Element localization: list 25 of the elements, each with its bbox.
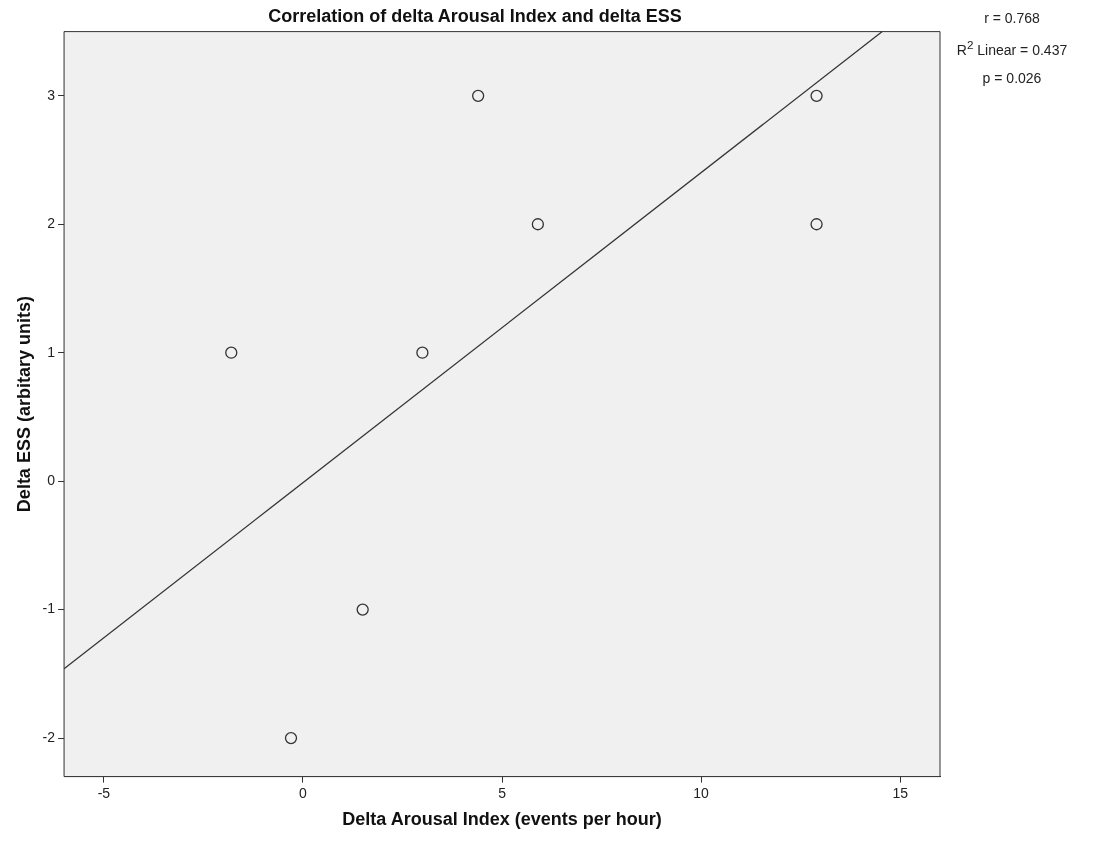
y-tick-label: 0	[47, 472, 56, 489]
point	[416, 346, 429, 359]
point	[810, 89, 823, 102]
y-tick-label: -2	[42, 728, 56, 745]
point	[225, 346, 238, 359]
text: p = 0.026	[981, 69, 1043, 86]
x-tick-label: -5	[97, 784, 111, 801]
text: r = 0.768	[983, 10, 1041, 26]
point	[810, 218, 823, 231]
x-tick-label: 10	[693, 784, 710, 801]
x-axis-title: Delta Arousal Index (events per hour)	[342, 809, 662, 830]
x-tick-label: 5	[498, 784, 507, 801]
point	[531, 218, 545, 231]
y-tick-label: -1	[42, 600, 56, 617]
point	[471, 89, 485, 102]
y-axis-title: Delta ESS (arbitary units)	[13, 296, 34, 513]
point	[284, 731, 298, 745]
text: R$^{2}$ Linear = 0.437	[955, 38, 1069, 58]
y-tick-label: 3	[47, 86, 56, 103]
point	[356, 603, 369, 616]
y-tick-label: 2	[47, 215, 56, 232]
x-tick-label: 0	[299, 784, 308, 801]
chart-title: Correlation of delta Arousal Index and delta ESS	[268, 5, 682, 26]
y-tick-label: 1	[47, 343, 56, 360]
x-tick-label: 15	[892, 784, 909, 801]
